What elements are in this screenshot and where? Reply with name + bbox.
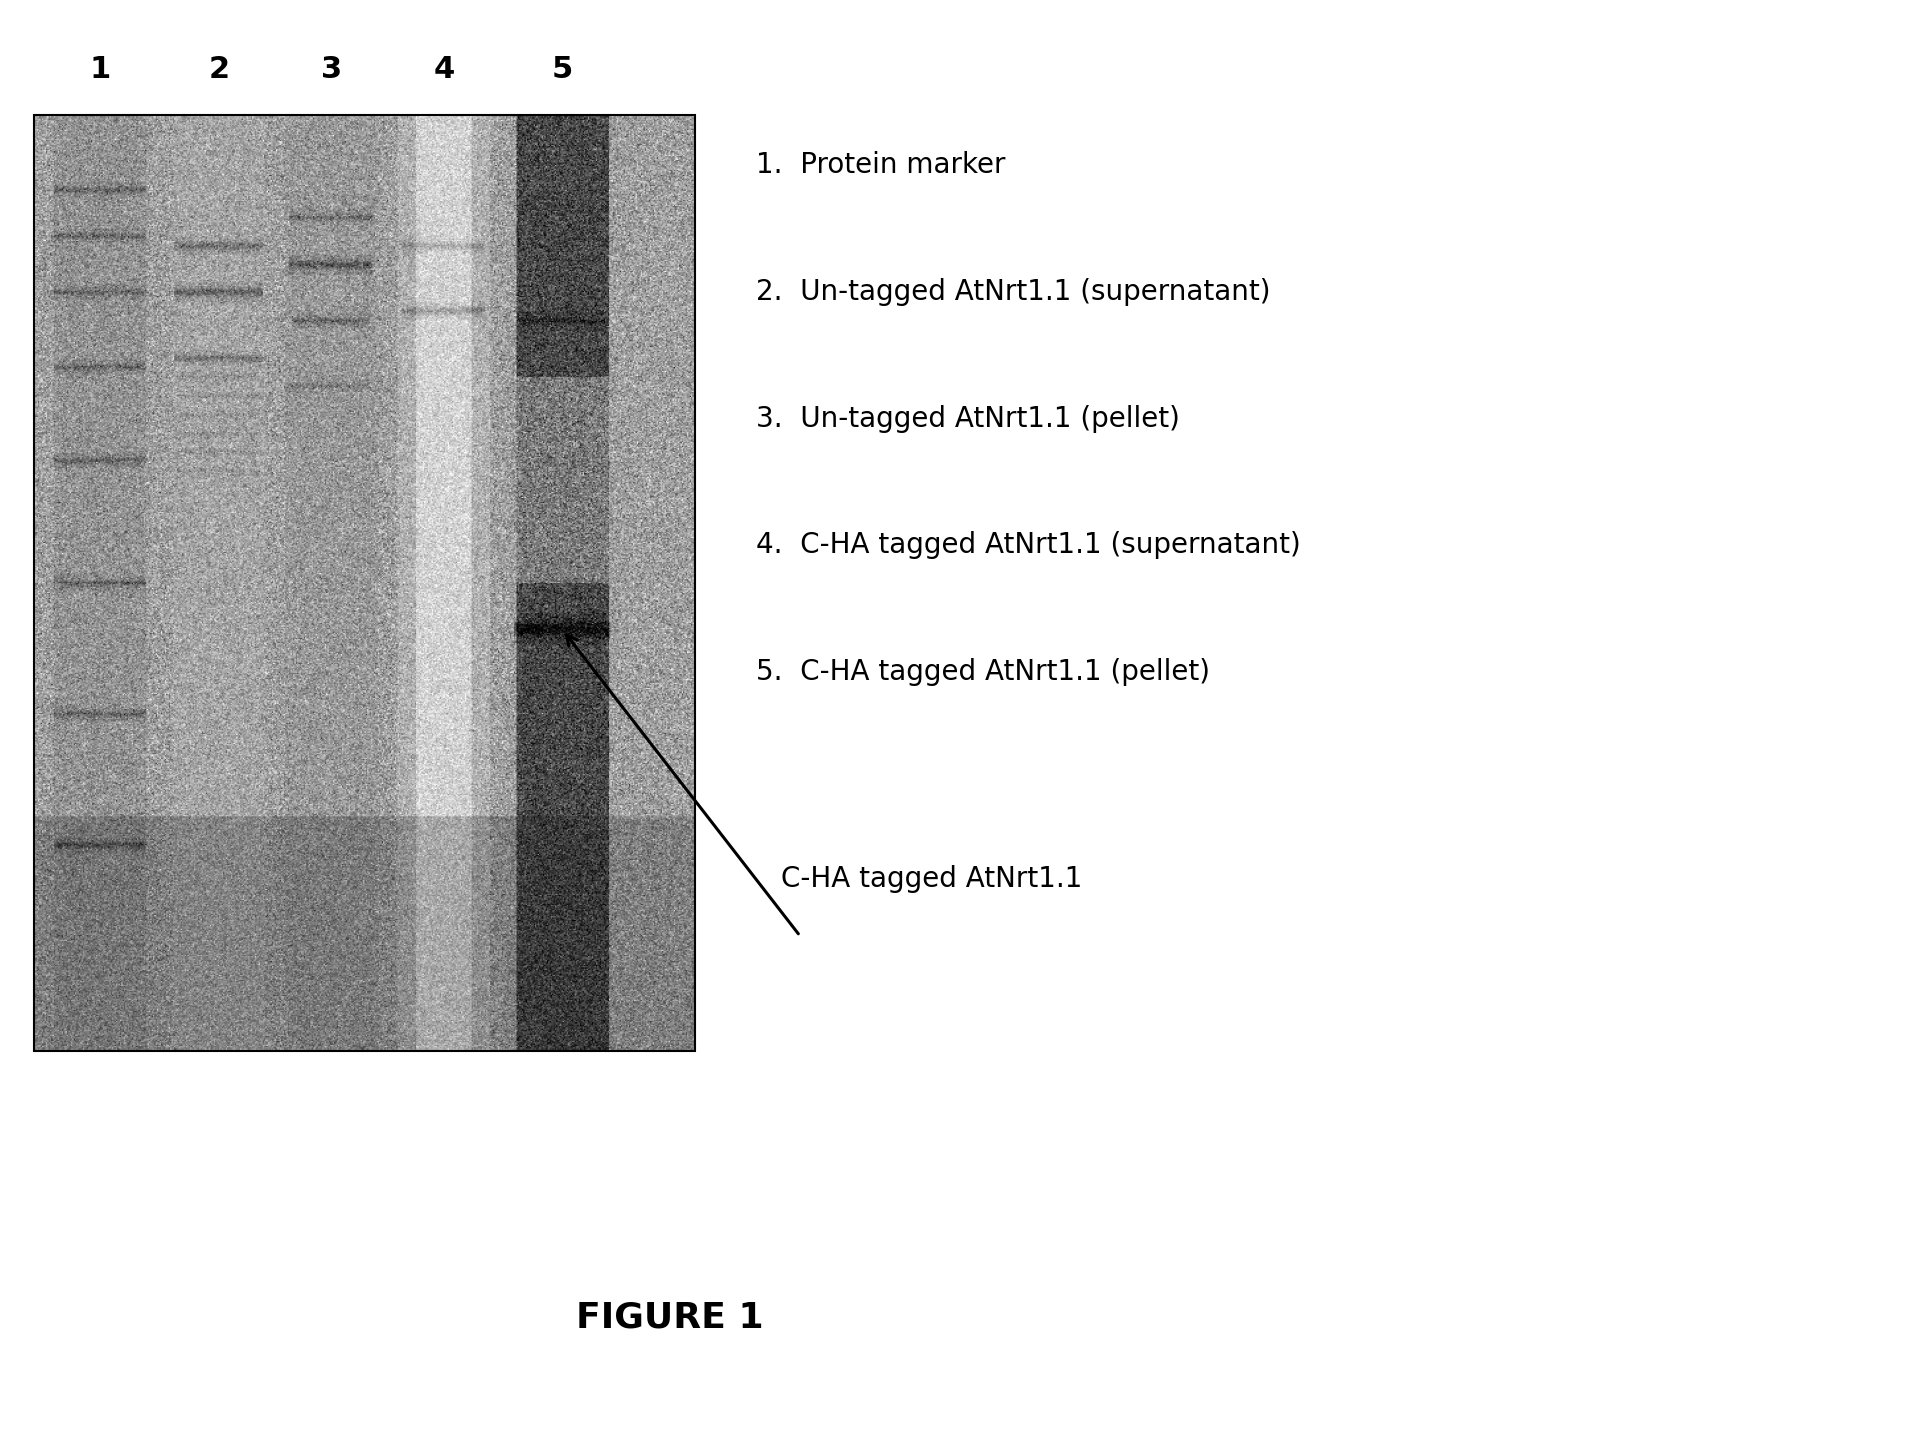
Text: 2: 2: [209, 55, 230, 84]
Text: FIGURE 1: FIGURE 1: [576, 1300, 764, 1335]
Text: 4: 4: [433, 55, 454, 84]
Text: 1.  Protein marker: 1. Protein marker: [756, 151, 1005, 179]
Text: 3.  Un-tagged AtNrt1.1 (pellet): 3. Un-tagged AtNrt1.1 (pellet): [756, 405, 1179, 432]
Text: 4.  C-HA tagged AtNrt1.1 (supernatant): 4. C-HA tagged AtNrt1.1 (supernatant): [756, 531, 1302, 559]
Text: 3: 3: [322, 55, 343, 84]
Text: 5.  C-HA tagged AtNrt1.1 (pellet): 5. C-HA tagged AtNrt1.1 (pellet): [756, 658, 1210, 685]
Text: 5: 5: [551, 55, 574, 84]
Text: C-HA tagged AtNrt1.1: C-HA tagged AtNrt1.1: [781, 865, 1081, 893]
Text: 1: 1: [90, 55, 111, 84]
Bar: [34, 115, 695, 1051]
Text: 2.  Un-tagged AtNrt1.1 (supernatant): 2. Un-tagged AtNrt1.1 (supernatant): [756, 278, 1271, 305]
